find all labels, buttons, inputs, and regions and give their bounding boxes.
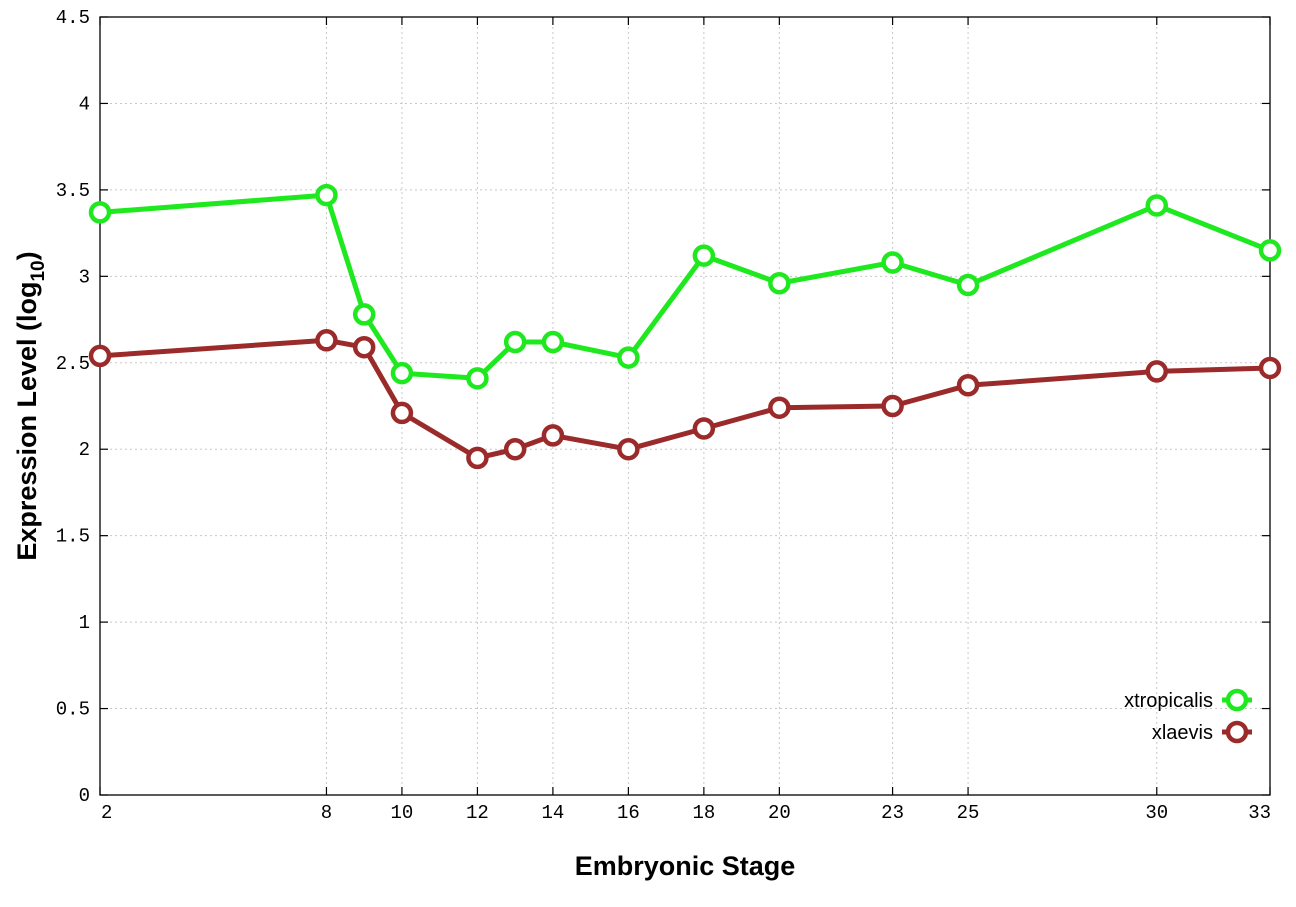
data-point-xlaevis xyxy=(617,437,640,461)
data-point-xtropicalis xyxy=(692,244,716,267)
data-point-xlaevis xyxy=(541,424,565,447)
x-tick-label: 30 xyxy=(1145,802,1168,824)
y-tick-label: 1.5 xyxy=(56,526,90,548)
x-tick-label: 33 xyxy=(1248,802,1271,824)
series-layer xyxy=(88,183,1282,470)
x-tick-label: 14 xyxy=(541,802,564,824)
data-point-xlaevis xyxy=(503,437,527,461)
legend-item-xlaevis: xlaevis xyxy=(1152,720,1252,744)
grid-lines xyxy=(100,17,1270,795)
series-xtropicalis xyxy=(88,183,1282,390)
data-point-xlaevis xyxy=(466,446,489,470)
data-point-xtropicalis xyxy=(503,330,527,354)
y-axis-title-close: ) xyxy=(12,251,42,260)
x-tick-label: 18 xyxy=(692,802,715,824)
data-point-xtropicalis xyxy=(541,330,565,354)
data-point-xtropicalis xyxy=(390,361,414,385)
axis-ticks: 0 0.5 1 1.5 2 2.5 3 3.5 4 4.5 2 8 10 12 14 16 18 20 23 25 30… xyxy=(56,7,1271,824)
y-tick-label: 1 xyxy=(79,612,90,634)
legend-marker xyxy=(1225,720,1249,744)
y-tick-label: 4 xyxy=(79,93,90,115)
legend-item-xtropicalis: xtropicalis xyxy=(1124,688,1252,712)
y-axis-title: Expression Level (log10) xyxy=(12,251,49,560)
x-tick-label: 20 xyxy=(768,802,791,824)
y-tick-label: 3.5 xyxy=(56,180,90,202)
x-tick-label: 23 xyxy=(881,802,904,824)
data-point-xlaevis xyxy=(390,401,414,425)
data-point-xtropicalis xyxy=(1145,194,1169,217)
x-tick-label: 10 xyxy=(391,802,414,824)
x-tick-label: 16 xyxy=(617,802,640,824)
data-point-xlaevis xyxy=(315,329,338,352)
data-point-xlaevis xyxy=(88,344,112,368)
legend-label: xlaevis xyxy=(1152,722,1213,744)
data-point-xlaevis xyxy=(1258,356,1282,380)
data-point-xlaevis xyxy=(352,335,376,359)
data-point-xlaevis xyxy=(768,396,791,419)
series-xlaevis xyxy=(88,329,1282,470)
data-point-xtropicalis xyxy=(352,303,376,326)
data-point-xtropicalis xyxy=(315,183,338,207)
legend-marker xyxy=(1225,688,1249,712)
x-axis-title: Embryonic Stage xyxy=(575,851,796,881)
x-tick-label: 12 xyxy=(466,802,489,824)
data-point-xlaevis xyxy=(881,394,904,418)
plot-frame xyxy=(99,16,1271,796)
data-point-xtropicalis xyxy=(956,273,980,297)
data-point-xlaevis xyxy=(1145,360,1169,383)
data-point-xtropicalis xyxy=(617,346,640,369)
x-tick-label: 2 xyxy=(101,802,112,824)
y-tick-label: 0.5 xyxy=(56,699,90,721)
x-tick-label: 25 xyxy=(957,802,980,824)
y-axis-title-main: Expression Level (log xyxy=(12,282,42,561)
y-tick-label: 0 xyxy=(79,785,90,807)
y-axis-title-subscript: 10 xyxy=(28,260,49,281)
data-point-xtropicalis xyxy=(1258,239,1282,262)
y-tick-label: 2.5 xyxy=(56,353,90,375)
y-tick-label: 2 xyxy=(79,439,90,461)
x-tick-label: 8 xyxy=(321,802,332,824)
data-point-xlaevis xyxy=(956,374,980,397)
legend: xtropicalis xlaevis xyxy=(1124,688,1252,744)
series-line-xtropicalis xyxy=(99,192,1271,381)
series-line-xlaevis xyxy=(99,337,1271,461)
y-tick-label: 3 xyxy=(79,266,90,288)
data-point-xtropicalis xyxy=(768,271,791,295)
data-point-xtropicalis xyxy=(881,251,904,274)
data-point-xlaevis xyxy=(692,417,716,440)
y-tick-label: 4.5 xyxy=(56,7,90,29)
legend-label: xtropicalis xyxy=(1124,690,1213,712)
data-point-xtropicalis xyxy=(466,367,489,390)
data-point-xtropicalis xyxy=(88,201,112,224)
